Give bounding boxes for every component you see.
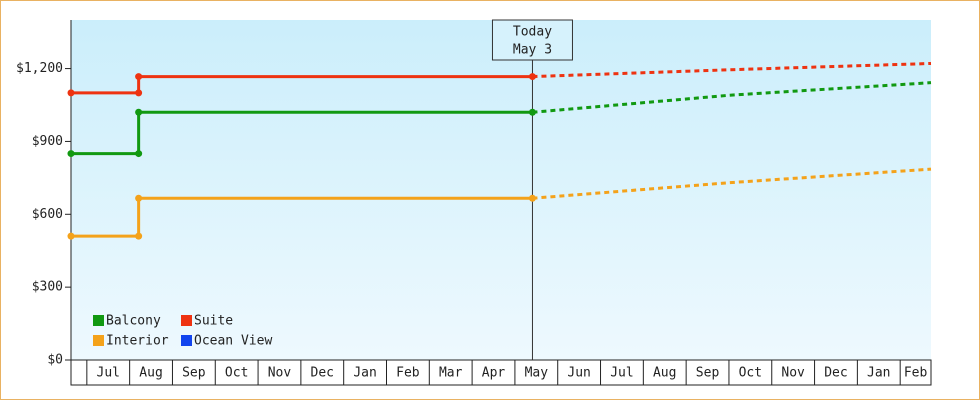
x-tick-label: Jan xyxy=(867,366,890,381)
x-tick-label: Mar xyxy=(439,366,463,381)
projection-line xyxy=(532,81,932,114)
projection-line xyxy=(532,61,932,79)
x-tick-label: Apr xyxy=(482,366,506,381)
series-line xyxy=(71,196,533,238)
point xyxy=(67,150,75,158)
x-tick-label: Jun xyxy=(567,366,590,381)
y-tick-label: $900 xyxy=(32,134,63,149)
point xyxy=(135,232,143,240)
x-tick-label: Oct xyxy=(739,366,762,381)
plot-area xyxy=(71,20,931,360)
legend-swatch xyxy=(93,335,104,346)
y-tick-label: $1,200 xyxy=(16,61,63,76)
point xyxy=(67,232,75,240)
projection-line xyxy=(532,167,932,200)
x-tick-label: Jan xyxy=(353,366,376,381)
series-line xyxy=(71,75,533,95)
legend-swatch xyxy=(181,315,192,326)
x-tick-label: May xyxy=(525,366,549,381)
x-axis-box xyxy=(70,359,932,386)
legend-swatch xyxy=(181,335,192,346)
x-tick-label: Aug xyxy=(653,366,676,381)
series-line xyxy=(71,110,533,156)
x-tick-label: Dec xyxy=(824,366,847,381)
x-tick-label: Oct xyxy=(225,366,248,381)
point xyxy=(135,108,143,116)
point xyxy=(135,150,143,158)
y-tick-label: $0 xyxy=(47,353,63,368)
legend-swatch xyxy=(93,315,104,326)
y-tick-label: $600 xyxy=(32,207,63,222)
x-tick-label: Nov xyxy=(268,366,292,381)
point xyxy=(135,73,143,81)
x-tick-label: Jul xyxy=(97,366,120,381)
y-tick-label: $300 xyxy=(32,280,63,295)
x-tick-label: Feb xyxy=(904,366,928,381)
today-label: May 3 xyxy=(513,43,552,58)
x-tick-label: Aug xyxy=(139,366,162,381)
x-tick-label: Jul xyxy=(610,366,633,381)
point xyxy=(528,108,536,116)
x-tick-label: Nov xyxy=(781,366,805,381)
x-tick-label: Feb xyxy=(396,366,420,381)
x-tick-label: Sep xyxy=(182,366,206,381)
legend-label: Ocean View xyxy=(194,334,272,349)
point xyxy=(135,89,143,97)
legend-label: Suite xyxy=(194,314,233,329)
today-box xyxy=(491,19,573,61)
x-tick-label: Dec xyxy=(311,366,334,381)
today-label: Today xyxy=(513,25,552,40)
legend-label: Balcony xyxy=(106,314,161,329)
legend-label: Interior xyxy=(106,334,169,349)
x-tick-label: Sep xyxy=(696,366,720,381)
point xyxy=(528,194,536,202)
point xyxy=(135,194,143,202)
point xyxy=(67,89,75,97)
point xyxy=(528,73,536,81)
